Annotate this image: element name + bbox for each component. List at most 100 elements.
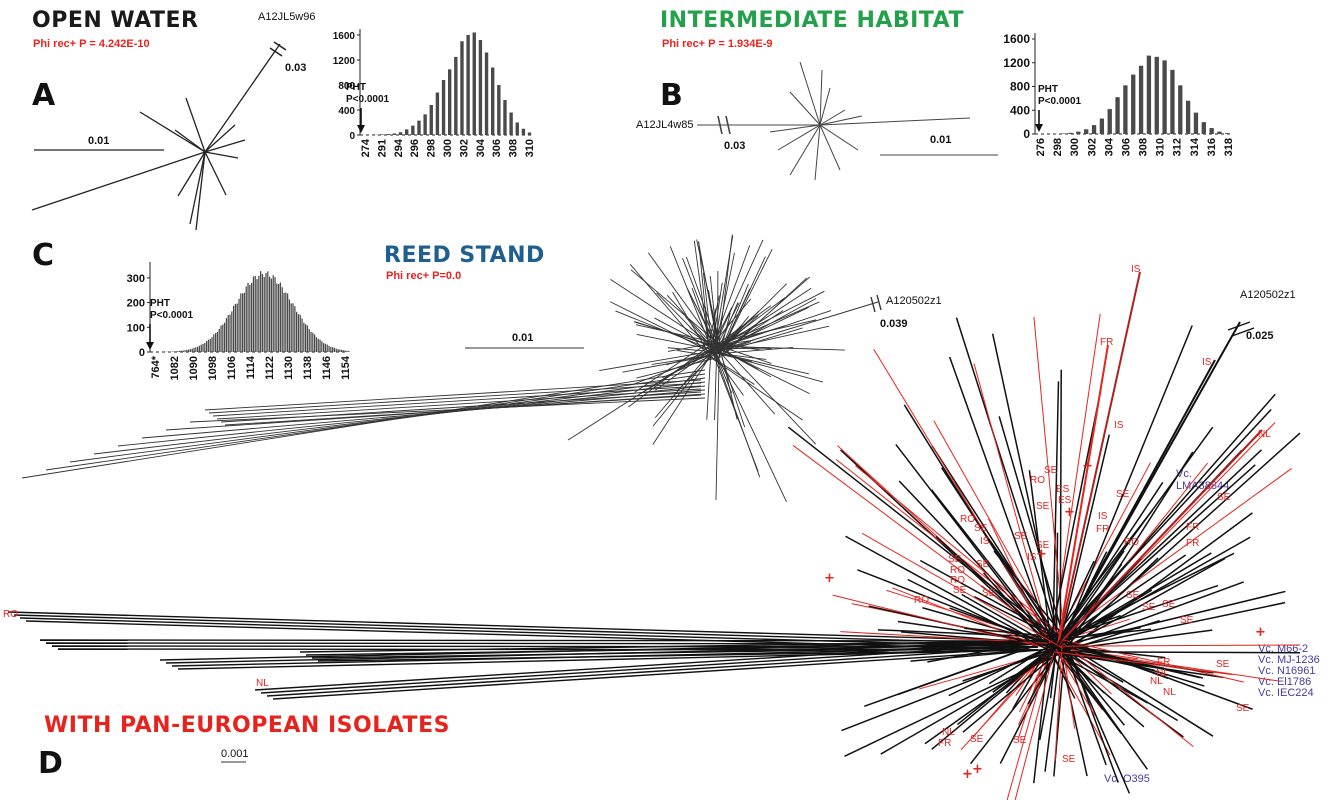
panel-d-long-2-3: [272, 649, 1039, 700]
panel-d-long-4-3: [317, 649, 1039, 662]
panel-c-branch-58: [709, 239, 764, 357]
country-label-9: SE: [1036, 501, 1050, 512]
chart-c-bar-34: [213, 334, 215, 352]
country-label-22: SE: [976, 559, 990, 570]
country-label-34: NL: [1156, 668, 1169, 679]
panel-d-branch-18: [955, 317, 1062, 647]
chart-b-bar-17: [1170, 69, 1175, 134]
chart-c-bar-21: [189, 349, 192, 352]
panel-d-branch-label: A120502z1: [1240, 289, 1296, 301]
chart-b-bar-20: [1193, 112, 1199, 134]
chart-a-bar-24: [509, 112, 513, 135]
chart-a-xtick-4: 298: [426, 139, 438, 157]
panel-d-branch-144: [1058, 325, 1193, 650]
chart-c-bar-98: [328, 345, 330, 352]
panel-c-branch-106: [707, 354, 755, 385]
panel-c-branch-119: [610, 301, 717, 356]
panel-a-stat: Phi rec+ P = 4.242E-10: [33, 38, 150, 50]
chart-a-bar-26: [521, 128, 526, 135]
chart-c-xtick-0: 764*: [150, 355, 162, 378]
chart-c-bar-84: [303, 322, 305, 352]
chart-c-bar-12: [173, 351, 175, 352]
chart-c-bar-17: [182, 350, 184, 352]
chart-c-bar-39: [222, 324, 224, 352]
chart-c-bar-61: [261, 273, 264, 352]
panel-d-branch-119: [1055, 557, 1142, 653]
chart-b-bar-22: [1209, 128, 1214, 134]
panel-d-branch-124: [1064, 451, 1194, 652]
country-label-10: SE: [1116, 489, 1130, 500]
chart-b-ytick-3: 1200: [1003, 56, 1030, 70]
country-label-15: SE: [974, 523, 988, 534]
chart-c-bar-31: [207, 339, 210, 352]
chart-c-ytick-2: 200: [127, 298, 145, 310]
chart-c-bar-82: [299, 314, 301, 352]
panel-c-branch-77: [712, 287, 812, 353]
chart-c-bar-95: [323, 343, 325, 352]
panel-d-long-3-3: [177, 649, 1039, 670]
chart-b-bar-19: [1185, 100, 1191, 134]
panel-d-branch-44: [1033, 638, 1051, 784]
panel-c-stat: Phi rec+ P=0.0: [386, 270, 462, 282]
panel-d-top-1: [1057, 344, 1109, 646]
chart-c-bar-13: [175, 351, 177, 352]
chart-c-bar-56: [252, 276, 255, 352]
panel-d-branch-125: [1065, 640, 1119, 783]
panel-d-break-2: [1231, 327, 1255, 337]
chart-b-xtick-9: 314: [1189, 137, 1201, 156]
chart-a-xtick-6: 302: [458, 139, 470, 157]
country-label-13: FR: [1096, 524, 1109, 535]
chart-a-xtick-3: 296: [409, 139, 421, 157]
panel-c-branch-36: [721, 277, 808, 357]
chart-c-xtick-6: 1122: [264, 356, 276, 380]
panel-c-branch-73: [716, 297, 817, 354]
country-label-18: SE: [1036, 540, 1050, 551]
panel-c-branch-62: [634, 342, 709, 393]
panel-c-mid-4: [220, 391, 702, 423]
panel-c-branch-101: [717, 234, 733, 352]
chart-c-bar-57: [254, 276, 256, 352]
panel-d-branch-64: [855, 465, 1066, 639]
chart-b-xtick-11: 318: [1223, 138, 1235, 156]
plus-marker-0: +: [824, 571, 835, 586]
chart-c-bar-88: [310, 331, 312, 352]
chart-c-bar-22: [191, 348, 193, 352]
chart-a-bar-4: [386, 134, 390, 135]
chart-c-bar-35: [215, 333, 217, 352]
chart-a-bar-27: [527, 132, 532, 135]
chart-a-bar-9: [417, 120, 421, 135]
chart-a-bar-10: [423, 114, 427, 135]
panel-c-branch-60: [711, 351, 744, 396]
country-label-0: IS: [1131, 264, 1141, 275]
chart-c-bar-29: [204, 342, 206, 352]
chart-a-xtick-0: 274: [360, 138, 372, 157]
chart-a-xtick-8: 306: [491, 139, 503, 157]
panel-d-branch-43: [991, 333, 1062, 651]
chart-c-bar-23: [193, 347, 195, 352]
country-label-37: SE: [1236, 703, 1250, 714]
panel-d-branch-48: [922, 607, 1057, 647]
chart-b-bar-14: [1146, 55, 1152, 134]
chart-c-bar-64: [267, 271, 269, 352]
panel-c-branch-116: [719, 316, 750, 353]
plus-marker-6: +: [972, 762, 983, 777]
chart-a-bar-7: [405, 129, 409, 135]
chart-b-xtick-6: 308: [1138, 138, 1150, 156]
chart-c-bar-48: [238, 298, 240, 352]
chart-c-bar-24: [195, 347, 197, 352]
panel-a-break-value: 0.03: [285, 62, 307, 74]
chart-a-ytick-2: 800: [338, 81, 355, 92]
panel-c-long-7: [189, 397, 706, 423]
chart-c-bar-27: [200, 344, 202, 352]
chart-c-bar-89: [312, 332, 314, 352]
chart-b-bar-12: [1131, 74, 1136, 134]
panel-d-break-1: [1227, 321, 1251, 331]
chart-c-bar-109: [348, 350, 350, 352]
vc-label-3: Vc. MJ-1236: [1258, 654, 1320, 666]
panel-d-branch-35: [933, 420, 1066, 654]
panel-c-network: [21, 234, 882, 503]
chart-b-xtick-3: 302: [1086, 138, 1098, 156]
panel-c-branch-95: [721, 310, 832, 348]
chart-b-ytick-4: 1600: [1003, 32, 1030, 46]
